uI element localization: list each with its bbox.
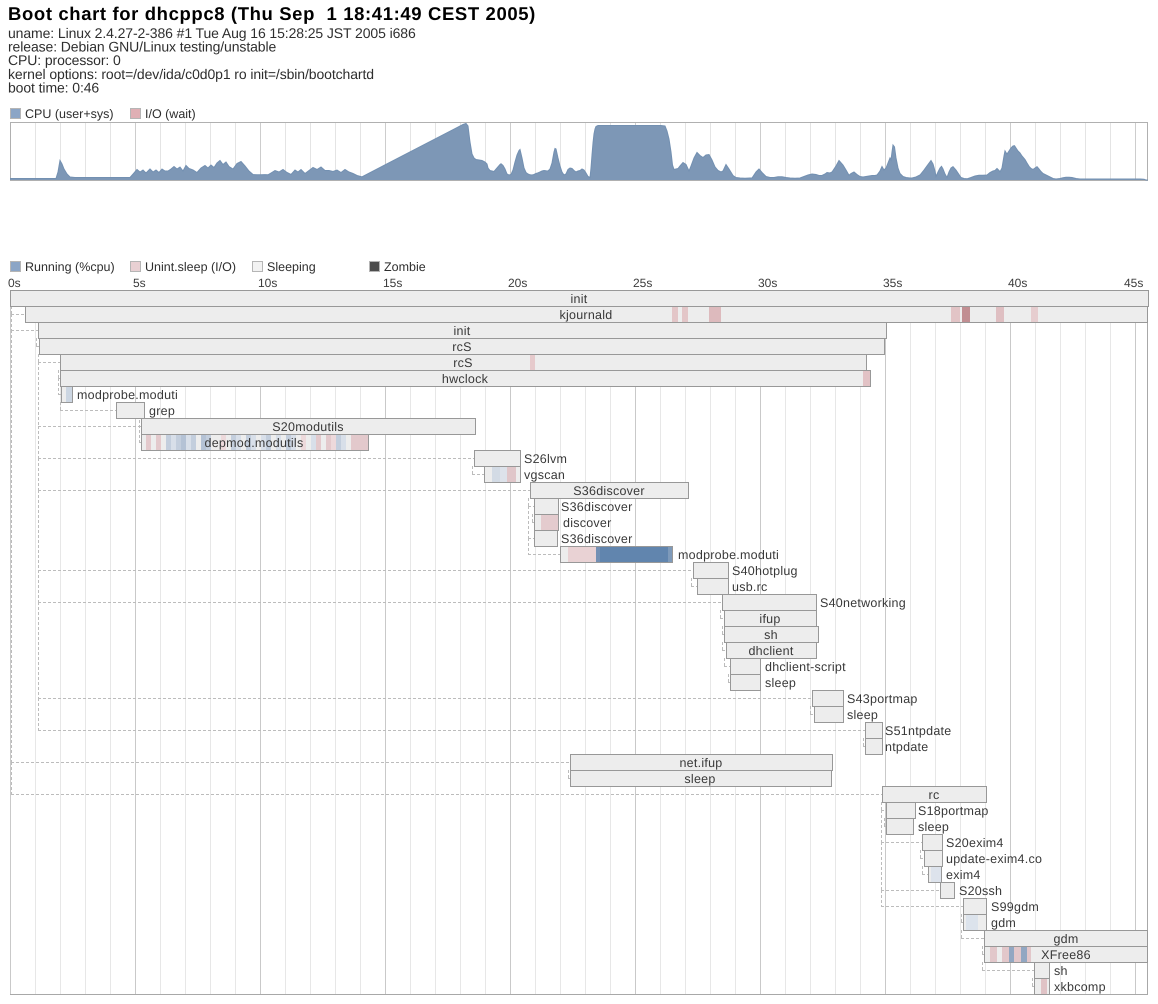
svg-text:init: init [571, 292, 588, 306]
svg-text:rc: rc [929, 788, 940, 802]
svg-text:uname: Linux 2.4.27-2-386 #1 T: uname: Linux 2.4.27-2-386 #1 Tue Aug 16 … [8, 25, 416, 41]
svg-text:sleep: sleep [918, 820, 949, 834]
svg-text:S40networking: S40networking [820, 596, 906, 610]
svg-text:ifup: ifup [759, 612, 780, 626]
svg-text:20s: 20s [508, 276, 527, 290]
svg-text:rcS: rcS [453, 356, 473, 370]
svg-text:rcS: rcS [452, 340, 472, 354]
svg-text:S20exim4: S20exim4 [946, 836, 1004, 850]
svg-text:CPU: processor: 0: CPU: processor: 0 [8, 52, 121, 68]
svg-text:25s: 25s [633, 276, 652, 290]
svg-text:Unint.sleep (I/O): Unint.sleep (I/O) [145, 260, 236, 274]
svg-text:vgscan: vgscan [524, 468, 565, 482]
svg-text:CPU (user+sys): CPU (user+sys) [25, 107, 114, 121]
svg-text:xkbcomp: xkbcomp [1054, 980, 1106, 994]
svg-text:S99gdm: S99gdm [991, 900, 1039, 914]
svg-text:modprobe.moduti: modprobe.moduti [77, 388, 178, 402]
svg-text:ntpdate: ntpdate [885, 740, 928, 754]
svg-text:40s: 40s [1008, 276, 1027, 290]
svg-text:S36discover: S36discover [573, 484, 645, 498]
svg-text:S40hotplug: S40hotplug [732, 564, 798, 578]
svg-text:Boot chart for dhcppc8 (Thu Se: Boot chart for dhcppc8 (Thu Sep 1 18:41:… [8, 3, 536, 24]
svg-text:modprobe.moduti: modprobe.moduti [678, 548, 779, 562]
svg-text:sh: sh [1054, 964, 1068, 978]
svg-text:sleep: sleep [684, 772, 715, 786]
svg-text:sh: sh [764, 628, 778, 642]
svg-text:Zombie: Zombie [384, 260, 426, 274]
svg-text:release: Debian GNU/Linux test: release: Debian GNU/Linux testing/unstab… [8, 39, 276, 55]
svg-text:kjournald: kjournald [560, 308, 613, 322]
svg-text:gdm: gdm [1053, 932, 1078, 946]
svg-text:15s: 15s [383, 276, 402, 290]
svg-text:S36discover: S36discover [561, 500, 633, 514]
svg-text:gdm: gdm [991, 916, 1016, 930]
svg-text:S43portmap: S43portmap [847, 692, 918, 706]
svg-text:hwclock: hwclock [442, 372, 489, 386]
svg-text:dhclient: dhclient [748, 644, 793, 658]
svg-text:10s: 10s [258, 276, 277, 290]
svg-text:Running (%cpu): Running (%cpu) [25, 260, 115, 274]
svg-text:S18portmap: S18portmap [918, 804, 989, 818]
svg-text:45s: 45s [1124, 276, 1143, 290]
svg-text:I/O (wait): I/O (wait) [145, 107, 196, 121]
svg-text:XFree86: XFree86 [1041, 948, 1091, 962]
svg-text:sleep: sleep [847, 708, 878, 722]
svg-text:S26lvm: S26lvm [524, 452, 567, 466]
svg-text:0s: 0s [8, 276, 21, 290]
svg-text:Sleeping: Sleeping [267, 260, 316, 274]
svg-text:S20ssh: S20ssh [959, 884, 1002, 898]
svg-text:depmod.modutils: depmod.modutils [205, 436, 304, 450]
svg-text:5s: 5s [133, 276, 146, 290]
svg-text:discover: discover [563, 516, 612, 530]
svg-text:init: init [454, 324, 471, 338]
svg-text:boot time: 0:46: boot time: 0:46 [8, 80, 99, 96]
svg-text:30s: 30s [758, 276, 777, 290]
svg-text:update-exim4.co: update-exim4.co [946, 852, 1042, 866]
svg-text:net.ifup: net.ifup [679, 756, 722, 770]
svg-text:35s: 35s [883, 276, 902, 290]
svg-text:usb.rc: usb.rc [732, 580, 768, 594]
svg-text:S36discover: S36discover [561, 532, 633, 546]
svg-text:grep: grep [149, 404, 175, 418]
svg-text:dhclient-script: dhclient-script [765, 660, 846, 674]
svg-text:S20modutils: S20modutils [272, 420, 344, 434]
svg-text:S51ntpdate: S51ntpdate [885, 724, 951, 738]
svg-text:sleep: sleep [765, 676, 796, 690]
svg-text:kernel options: root=/dev/ida/: kernel options: root=/dev/ida/c0d0p1 ro … [8, 66, 374, 82]
svg-text:exim4: exim4 [946, 868, 981, 882]
